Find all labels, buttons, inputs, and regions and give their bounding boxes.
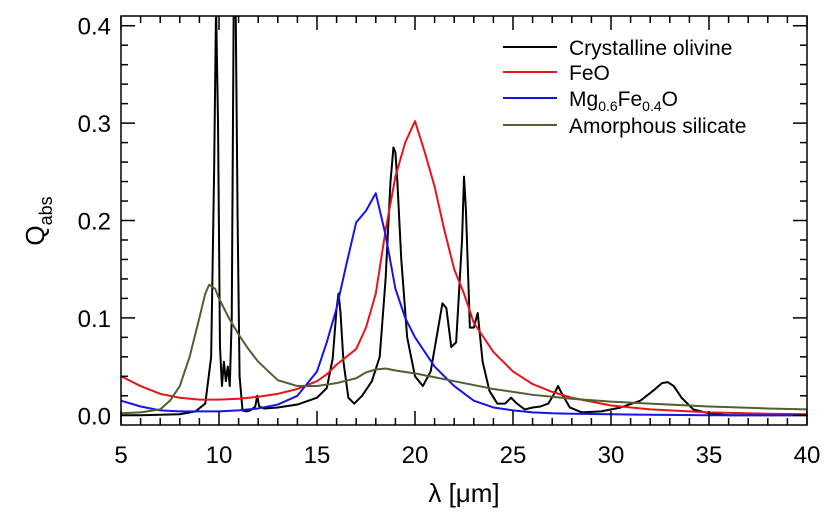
ticks-layer (120, 16, 808, 425)
x-tick-label: 40 (794, 442, 821, 469)
legend-label-mgfeo: Mg0.6Fe0.4O (569, 88, 678, 114)
y-tick-label: 0.0 (78, 403, 111, 430)
y-tick-label: 0.2 (78, 209, 111, 236)
svg-text:Qabs: Qabs (20, 196, 56, 245)
legend-label-amorphous-silicate: Amorphous silicate (569, 115, 746, 138)
x-tick-label: 35 (696, 442, 723, 469)
x-axis-title: λ [μm] (428, 478, 499, 508)
legend-label-feo: FeO (569, 62, 610, 85)
series-layer (121, 16, 807, 417)
y-axis-title-main: Q (20, 225, 50, 245)
y-tick-label: 0.4 (78, 14, 111, 41)
x-tick-label: 5 (114, 442, 127, 469)
y-axis-title: Qabs (20, 196, 56, 245)
series-line-3 (121, 283, 807, 415)
x-tick-label: 20 (402, 442, 429, 469)
legend: Crystalline olivine FeO Mg0.6Fe0.4O Amor… (503, 37, 746, 138)
legend-label-crystalline-olivine: Crystalline olivine (569, 37, 732, 60)
x-tick-label: 15 (304, 442, 331, 469)
series-line-0 (121, 16, 807, 417)
y-tick-label: 0.3 (78, 111, 111, 138)
x-tick-label: 25 (500, 442, 527, 469)
series-line-1 (121, 120, 807, 416)
tick-labels-layer: 5 10 15 20 25 30 35 40 0.0 0.1 0.2 0.3 0.4 (78, 14, 821, 469)
y-axis-title-sub: abs (36, 196, 56, 225)
x-tick-label: 30 (598, 442, 625, 469)
series-line-2 (121, 192, 807, 417)
x-tick-label: 10 (206, 442, 233, 469)
y-tick-label: 0.1 (78, 306, 111, 333)
